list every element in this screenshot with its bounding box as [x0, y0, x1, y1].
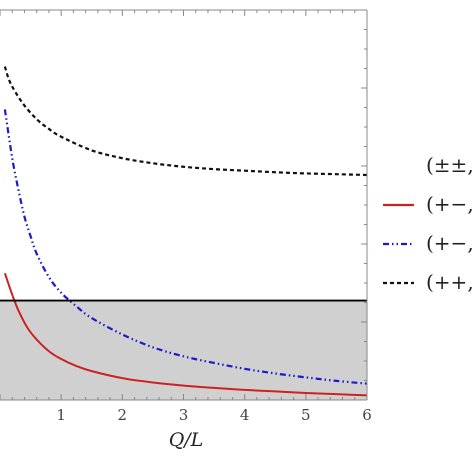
series-line-1	[3, 272, 368, 397]
x-tick-label: 5	[301, 406, 311, 424]
x-tick-label: 2	[118, 406, 128, 424]
legend-entry-3: (+−,	[426, 231, 474, 255]
series-line-2	[3, 109, 368, 385]
legend-entry-2: (+−,	[426, 192, 474, 216]
x-tick-label: 1	[56, 406, 66, 424]
legend-entry-1: (±±,	[426, 153, 474, 177]
x-axis: 1 2 3 4 5 6	[0, 10, 372, 424]
series-layer	[0, 66, 368, 397]
legend: (±±, (+−, (+−, (++,	[383, 153, 474, 294]
right-axis-ticks	[361, 9, 367, 401]
x-axis-label: Q/L	[169, 429, 204, 451]
x-tick-label: 6	[362, 406, 372, 424]
series-line-3	[3, 66, 368, 177]
shaded-region	[0, 300, 367, 400]
x-tick-label: 3	[179, 406, 189, 424]
x-tick-label: 4	[240, 406, 250, 424]
shaded-region-layer	[0, 300, 367, 400]
legend-entry-4: (++,	[426, 270, 474, 294]
